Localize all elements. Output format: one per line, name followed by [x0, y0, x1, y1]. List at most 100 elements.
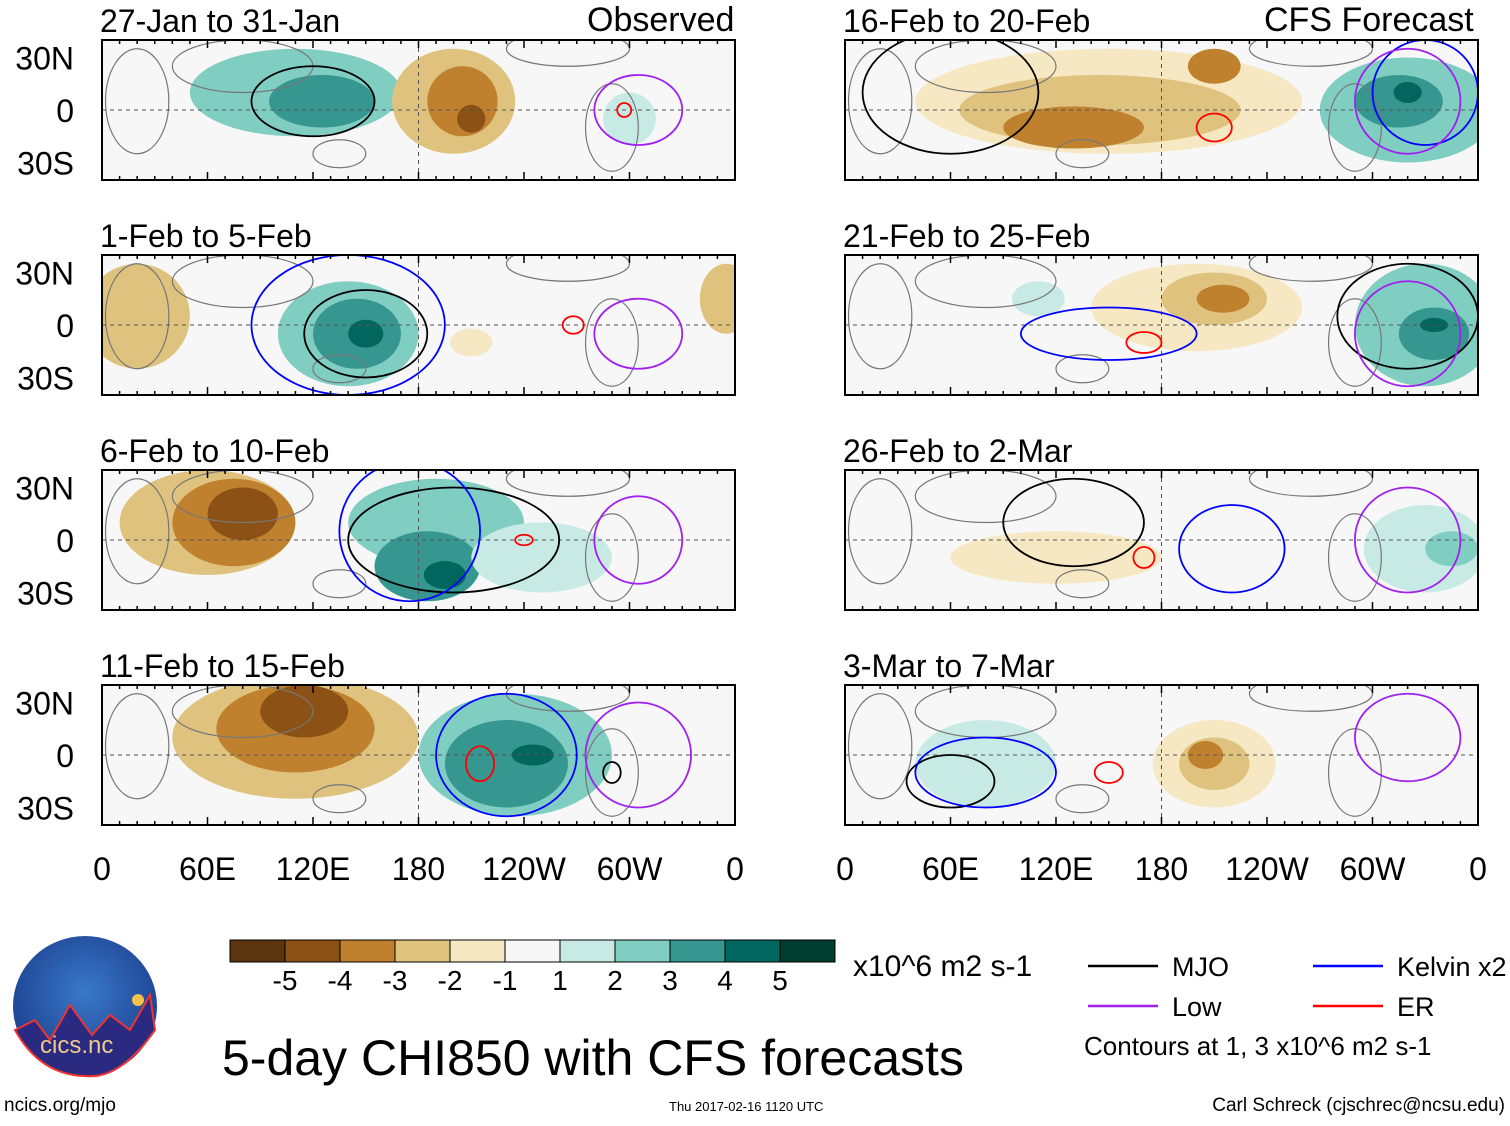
- kelvin-contour: [404, 9, 432, 20]
- coastline: [1327, 298, 1382, 387]
- coastline: [1055, 569, 1110, 599]
- coastline: [1055, 354, 1110, 384]
- low-contour: [584, 701, 692, 809]
- lat-tick-label: 30S: [17, 791, 74, 827]
- er-contour: [514, 533, 534, 547]
- colorbar-swatch: [229, 939, 286, 963]
- map-panel: 6-Feb to 10-Feb 30N 0 30S: [15, 433, 736, 612]
- coastline: [914, 40, 1057, 94]
- coastline: [171, 255, 314, 309]
- lon-tick-label: 180: [1135, 851, 1188, 887]
- lat-tick-label: 0: [56, 738, 74, 774]
- mjo-contour: [347, 486, 561, 594]
- lat-tick-label: 30S: [17, 146, 74, 182]
- mjo-contour: [602, 761, 622, 784]
- colorbar-label: 1: [552, 965, 568, 996]
- lon-tick-label: 60E: [922, 851, 979, 887]
- coastline: [104, 693, 170, 800]
- anomaly-region: [1196, 284, 1250, 313]
- panel-title: 21-Feb to 25-Feb: [843, 218, 1090, 254]
- lon-tick-label: 120W: [482, 851, 566, 887]
- colorbar-swatch: [779, 939, 836, 963]
- coastline: [584, 513, 639, 602]
- panel-title: 16-Feb to 20-Feb: [843, 3, 1090, 39]
- colorbar-swatch: [559, 939, 616, 963]
- map-panel: 26-Feb to 2-Mar: [843, 433, 1479, 611]
- anomaly-region: [1187, 48, 1241, 84]
- coastline: [914, 255, 1057, 309]
- low-contour: [593, 74, 684, 146]
- coastline: [847, 48, 913, 155]
- colorbar-label: -2: [438, 965, 463, 996]
- coastline: [847, 263, 913, 370]
- coastline: [1055, 784, 1110, 814]
- panel-title: 6-Feb to 10-Feb: [100, 433, 329, 469]
- panel-title: 1-Feb to 5-Feb: [100, 218, 312, 254]
- anomaly-region: [950, 531, 1162, 584]
- low-contour: [1354, 486, 1462, 594]
- kelvin-contour: [250, 255, 446, 395]
- lon-tick-label: 180: [392, 851, 445, 887]
- er-contour: [1195, 112, 1233, 143]
- anomaly-region: [457, 104, 486, 133]
- lat-tick-label: 30N: [15, 256, 74, 292]
- anomaly-region: [269, 75, 375, 128]
- legend-label: Kelvin x2: [1397, 952, 1507, 982]
- source-url[interactable]: ncics.org/mjo: [4, 1095, 116, 1116]
- anomaly-region: [1398, 307, 1470, 360]
- map-panel: 3-Mar to 7-Mar 0 60E 120E 180 120W 60W 0: [836, 648, 1487, 887]
- coastline: [312, 569, 367, 599]
- logo-text: cics.nc: [40, 1032, 113, 1059]
- map-panel: 21-Feb to 25-Feb: [843, 218, 1479, 396]
- legend-label: ER: [1397, 992, 1435, 1022]
- anomaly-region: [423, 561, 466, 589]
- er-contour: [465, 745, 496, 783]
- colorbar-swatch: [339, 939, 396, 963]
- panel-title: 26-Feb to 2-Mar: [843, 433, 1073, 469]
- timestamp: Thu 2017-02-16 1120 UTC: [669, 1099, 823, 1114]
- er-contour: [1093, 761, 1124, 784]
- mjo-contour: [250, 65, 376, 138]
- kelvin-contour: [1019, 306, 1198, 361]
- map-panel: 1-Feb to 5-Feb 30N 0 30S: [15, 218, 736, 397]
- colorbar-label: 3: [662, 965, 678, 996]
- colorbar-swatch: [449, 939, 506, 963]
- colorbar-swatch: [724, 939, 781, 963]
- colorbar-label: 4: [717, 965, 733, 996]
- lat-tick-label: 0: [56, 93, 74, 129]
- kelvin-contour: [435, 692, 578, 818]
- anomaly-region: [471, 522, 612, 593]
- coastline: [1248, 255, 1374, 282]
- colorbar-swatch: [394, 939, 451, 963]
- panel-title: 27-Jan to 31-Jan: [100, 3, 340, 39]
- anomaly-region: [1425, 531, 1478, 567]
- coastline: [1327, 728, 1382, 817]
- kelvin-contour: [1371, 40, 1478, 146]
- anomaly-region: [1354, 75, 1443, 128]
- coastline: [1248, 40, 1374, 67]
- coastline: [847, 693, 913, 800]
- colorbar-label: -4: [328, 965, 353, 996]
- colorbar-label: -3: [383, 965, 408, 996]
- lon-tick-label: 0: [1469, 851, 1487, 887]
- coastline: [584, 298, 639, 387]
- legend-label: Low: [1172, 992, 1222, 1022]
- lat-tick-label: 0: [56, 308, 74, 344]
- coastline: [104, 48, 170, 155]
- mjo-contour: [1002, 477, 1145, 568]
- lon-tick-label: 60W: [1340, 851, 1407, 887]
- author-credit: Carl Schreck (cjschrec@ncsu.edu): [1212, 1095, 1505, 1116]
- lon-tick-label: 60W: [597, 851, 664, 887]
- anomaly-region: [348, 319, 384, 348]
- panel-title: 11-Feb to 15-Feb: [100, 648, 345, 684]
- coastline: [1327, 83, 1382, 172]
- er-contour: [616, 102, 633, 118]
- map-panel: 16-Feb to 20-Feb: [843, 3, 1479, 181]
- lon-tick-label: 120W: [1225, 851, 1309, 887]
- coastline: [914, 470, 1057, 524]
- lon-tick-label: 120E: [276, 851, 351, 887]
- legend: MJO Kelvin x2 Low ER: [1088, 952, 1507, 1022]
- mjo-contour: [303, 289, 429, 379]
- colorbar-label: -1: [493, 965, 518, 996]
